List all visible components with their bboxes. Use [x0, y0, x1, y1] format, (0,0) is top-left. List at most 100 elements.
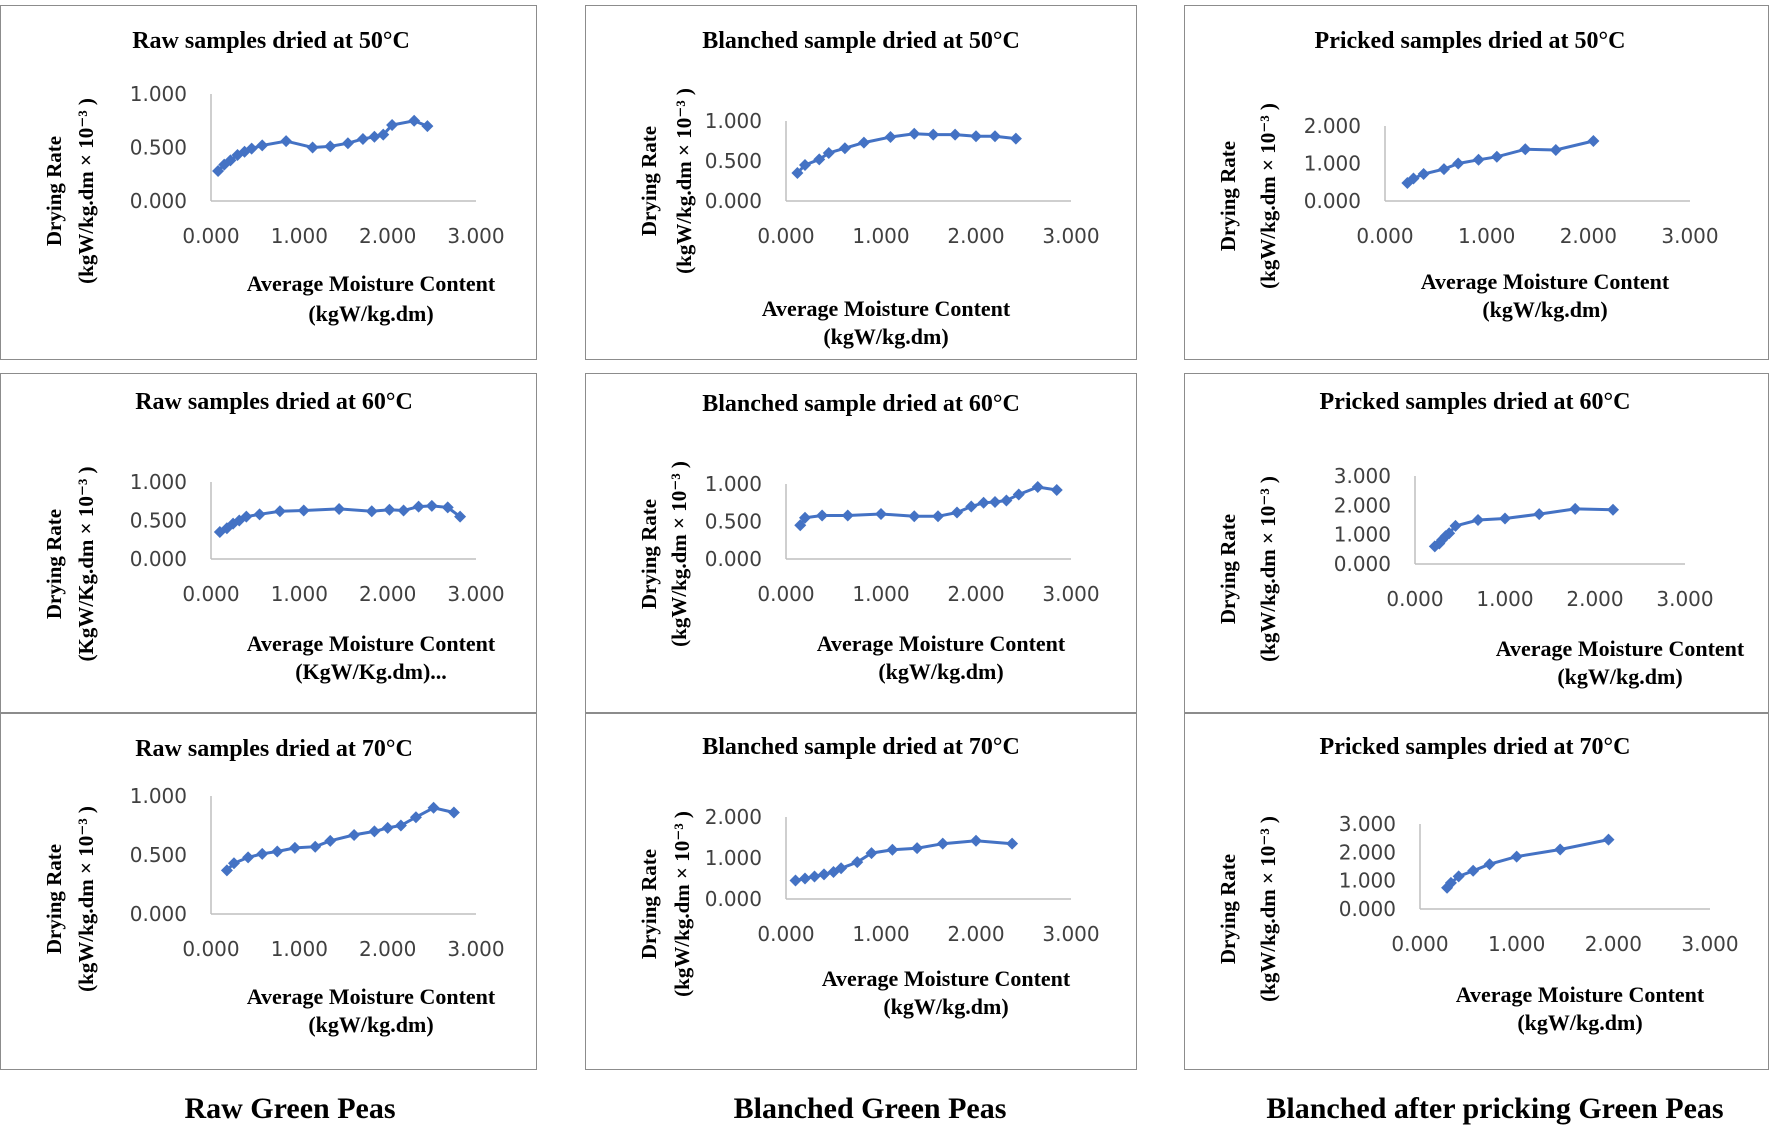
x-axis-unit-label: (kgW/kg.dm): [878, 659, 1003, 684]
chart-svg: Raw samples dried at 50°C 0.000 1.000 2.000…: [42, 28, 505, 326]
data-point-marker: [799, 159, 811, 171]
x-axis-label: Average Moisture Content: [247, 984, 496, 1009]
data-point-marker: [394, 819, 407, 832]
data-point-marker: [1499, 512, 1511, 525]
x-tick-label: 1.000: [271, 582, 328, 606]
x-tick-label: 3.000: [1661, 224, 1718, 248]
footer-blanched-green-peas: Blanched Green Peas: [733, 1092, 1007, 1125]
y-axis-label-group: Drying Rate (kgW/kg.dm × 10⁻³ ): [637, 811, 694, 997]
data-point-marker: [1433, 537, 1446, 550]
data-point-marker: [875, 508, 887, 520]
chart-panel-4: Raw samples dried at 60°C 0.000 1.000 2.000…: [0, 373, 537, 713]
data-point-marker: [324, 834, 337, 847]
series-line: [1433, 507, 1614, 548]
y-tick-label: 1.000: [705, 846, 762, 870]
x-tick-label: 3.000: [1042, 582, 1099, 606]
data-point-marker: [1483, 858, 1496, 871]
x-tick-label: 0.000: [757, 582, 814, 606]
y-axis-unit-label: (kgW/kg.dm × 10⁻³ ): [74, 806, 98, 992]
data-point-marker: [791, 167, 804, 179]
data-point-marker: [865, 847, 878, 860]
y-axis-label-group: Drying Rate (KgW/Kg.dm × 10⁻³ ): [42, 466, 98, 661]
chart-title: Pricked samples dried at 60°C: [1320, 389, 1631, 415]
y-axis-label: Drying Rate: [1216, 854, 1240, 964]
chart-panel-3: Pricked samples dried at 50°C 0.000 1.000 2…: [1184, 5, 1769, 360]
data-point-marker: [989, 130, 1001, 143]
data-point-marker: [256, 847, 269, 860]
y-axis-unit-label: (kgW/kg.dm × 10⁻³ ): [74, 98, 98, 284]
data-point-marker: [1012, 488, 1025, 501]
chart-svg: Raw samples dried at 60°C 0.000 1.000 2.000…: [42, 389, 505, 684]
y-tick-label: 2.000: [705, 805, 762, 829]
data-point-marker: [365, 505, 378, 518]
data-point-marker: [1602, 833, 1615, 846]
footer-blanched-pricked-green-peas: Blanched after pricking Green Peas: [1266, 1092, 1724, 1125]
data-point-marker: [1452, 157, 1465, 170]
x-tick-label: 1.000: [1488, 932, 1545, 956]
data-point-marker: [808, 870, 821, 883]
data-point-marker: [224, 154, 237, 167]
data-point-marker: [240, 510, 253, 523]
chart-title: Raw samples dried at 70°C: [135, 736, 413, 762]
x-tick-label: 1.000: [1458, 224, 1515, 248]
data-point-marker: [794, 519, 807, 532]
x-tick-label: 0.000: [757, 922, 814, 946]
y-axis-label-group: Drying Rate (kgW/kg.dm × 10⁻³ ): [42, 98, 98, 284]
data-point-marker: [341, 137, 354, 150]
x-tick-label: 3.000: [447, 937, 504, 961]
data-point-marker: [835, 862, 848, 875]
y-tick-label: 0.500: [705, 149, 762, 173]
data-point-marker: [1533, 508, 1546, 521]
x-tick-label: 2.000: [947, 224, 1004, 248]
y-tick-label: 0.000: [130, 189, 187, 213]
data-point-marker: [397, 504, 410, 517]
y-tick-label: 1.000: [705, 472, 762, 496]
y-tick-label: 3.000: [1334, 464, 1391, 488]
x-tick-label: 3.000: [1681, 932, 1738, 956]
x-axis-unit-label: (kgW/kg.dm): [823, 324, 948, 349]
x-axis-label: Average Moisture Content: [822, 966, 1071, 991]
data-point-marker: [324, 140, 337, 153]
data-point-marker: [368, 130, 381, 143]
data-point-marker: [1428, 540, 1441, 553]
data-point-marker: [908, 127, 921, 140]
chart-panel-5: Blanched sample dried at 60°C 0.000 1.000 2…: [585, 373, 1137, 713]
x-tick-label: 3.000: [1042, 922, 1099, 946]
chart-title: Pricked samples dried at 70°C: [1320, 734, 1631, 760]
y-tick-label: 3.000: [1339, 812, 1396, 836]
data-point-marker: [1587, 135, 1600, 147]
data-point-marker: [297, 504, 310, 517]
data-point-marker: [1452, 870, 1465, 883]
y-axis-label-group: Drying Rate (kgW/kg.dm × 10⁻³ ): [1216, 816, 1280, 1002]
footer-raw-green-peas: Raw Green Peas: [184, 1092, 396, 1125]
x-tick-label: 1.000: [852, 582, 909, 606]
data-point-marker: [288, 841, 301, 854]
chart-svg: Blanched sample dried at 50°C 0.000 1.000 2…: [637, 28, 1100, 349]
data-point-marker: [425, 499, 438, 512]
y-tick-label: 0.500: [705, 510, 762, 534]
data-point-marker: [886, 843, 899, 856]
y-axis-label-group: Drying Rate (kgW/kg.dm × 10⁻³ ): [42, 806, 98, 992]
data-point-marker: [1569, 502, 1582, 515]
x-tick-label: 2.000: [947, 922, 1004, 946]
data-point-marker: [1467, 864, 1480, 877]
y-axis-label: Drying Rate: [1216, 141, 1240, 251]
data-point-marker: [838, 142, 851, 155]
data-point-marker: [271, 845, 284, 858]
chart-panel-6: Pricked samples dried at 60°C 0.000 1.000 2…: [1184, 373, 1769, 713]
x-tick-label: 0.000: [182, 224, 239, 248]
data-point-marker: [857, 136, 870, 149]
data-point-marker: [220, 864, 233, 877]
y-tick-label: 1.000: [130, 82, 187, 106]
data-point-marker: [1510, 850, 1523, 863]
chart-title: Pricked samples dried at 50°C: [1315, 28, 1626, 54]
x-tick-label: 3.000: [1656, 587, 1713, 611]
x-axis-label: Average Moisture Content: [817, 631, 1066, 656]
chart-svg: Pricked samples dried at 60°C 0.000 1.000 2…: [1216, 389, 1745, 689]
x-tick-label: 1.000: [1476, 587, 1533, 611]
data-point-marker: [253, 508, 266, 521]
y-axis-label-group: Drying Rate (kgW/kg.dm × 10⁻³ ): [1216, 103, 1280, 289]
y-axis-label: Drying Rate: [42, 844, 66, 954]
x-tick-label: 2.000: [947, 582, 1004, 606]
